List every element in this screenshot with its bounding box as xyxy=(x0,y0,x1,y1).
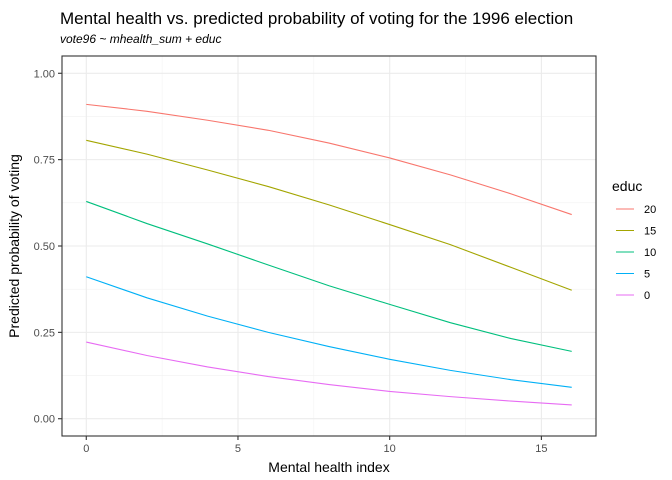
y-tick-label: 0.00 xyxy=(34,414,55,426)
chart-subtitle: vote96 ~ mhealth_sum + educ xyxy=(60,32,221,46)
series-line-educ-10 xyxy=(86,200,572,352)
y-axis: 0.00 0.25 0.50 0.75 1.00 xyxy=(34,68,62,426)
legend-label-educ-10: 10 xyxy=(644,247,656,259)
legend-label-educ-20: 20 xyxy=(644,204,656,216)
legend-title: educ xyxy=(612,178,642,194)
legend-label-educ-5: 5 xyxy=(644,269,650,281)
legend: educ 20 15 10 5 0 xyxy=(612,178,656,302)
series-line-educ-20 xyxy=(86,103,572,216)
x-tick-label: 10 xyxy=(384,443,396,455)
x-tick-label: 5 xyxy=(235,443,241,455)
legend-label-educ-0: 0 xyxy=(644,290,650,302)
series-line-educ-15 xyxy=(86,139,572,291)
x-tick-label: 0 xyxy=(83,443,89,455)
chart-title: Mental health vs. predicted probability … xyxy=(60,9,573,28)
y-tick-label: 0.25 xyxy=(34,327,55,339)
legend-label-educ-15: 15 xyxy=(644,226,656,238)
series-line-educ-0 xyxy=(86,341,572,406)
series-line-educ-5 xyxy=(86,276,572,388)
grid xyxy=(62,56,596,436)
series-lines xyxy=(86,103,572,406)
y-tick-label: 0.50 xyxy=(34,241,55,253)
x-axis-title: Mental health index xyxy=(268,459,389,475)
y-axis-title: Predicted probability of voting xyxy=(6,154,22,338)
y-tick-label: 0.75 xyxy=(34,155,55,167)
y-tick-label: 1.00 xyxy=(34,68,55,80)
x-axis: 0 5 10 15 xyxy=(83,436,548,455)
x-tick-label: 15 xyxy=(535,443,547,455)
